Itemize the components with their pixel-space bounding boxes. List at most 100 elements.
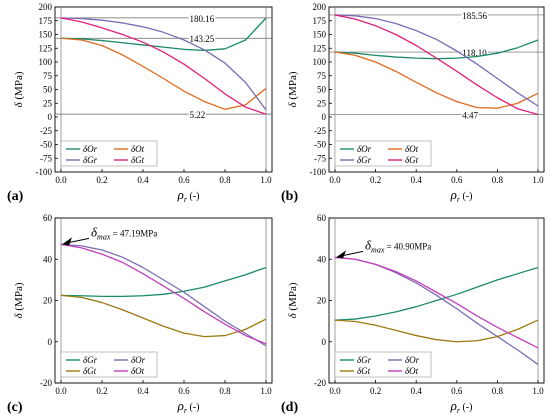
y-axis-symbol: δ (13, 312, 25, 318)
y-axis-unit: (MPa) (287, 282, 299, 313)
reference-label: 180.16 (190, 14, 215, 24)
x-tick-label: 1.0 (532, 175, 544, 185)
y-tick-label: -50 (314, 140, 326, 150)
x-axis-symbol: ρ (450, 187, 457, 202)
y-tick-label: 0 (322, 112, 327, 122)
y-tick-label: -25 (40, 126, 52, 136)
legend-box (334, 351, 432, 378)
y-tick-label: 60 (43, 213, 53, 223)
annotation-subscript: max (371, 245, 385, 254)
y-tick-label: 0 (48, 112, 53, 122)
y-tick-label: 175 (39, 16, 53, 26)
x-axis-label: ρr (-) (177, 187, 200, 204)
annotation-arrow-head (62, 237, 72, 246)
y-tick-label: 200 (313, 2, 327, 12)
y-axis-label: δ (MPa) (287, 71, 299, 107)
series-line (334, 14, 539, 116)
x-axis-subscript: r (184, 406, 188, 415)
x-axis-unit: (-) (460, 402, 473, 413)
x-tick-label: 1.0 (532, 386, 544, 396)
y-tick-label: 200 (39, 2, 53, 12)
x-tick-label: 0.2 (96, 175, 107, 185)
y-tick-label: 150 (313, 30, 327, 40)
y-tick-label: -75 (314, 153, 326, 163)
x-tick-label: 0.6 (451, 175, 463, 185)
legend-label: δGt (405, 155, 419, 165)
x-tick-label: 0.6 (451, 386, 463, 396)
legend-label: δOt (405, 366, 419, 376)
x-tick-label: 0.8 (219, 175, 231, 185)
y-tick-label: 50 (43, 85, 53, 95)
y-tick-label: 25 (43, 98, 53, 108)
legend-label: δGr (357, 355, 372, 365)
x-tick-label: 0.8 (219, 386, 231, 396)
legend-label: δOt (405, 144, 419, 154)
panel-d: -20 0 20 40 60 0.0 0.2 0.4 0.6 0.8 1.0 δGr δOr δGt δOt… (281, 213, 545, 415)
y-tick-label: -50 (40, 140, 52, 150)
panel-label: (b) (281, 189, 298, 204)
panel-label: (a) (7, 189, 24, 204)
reference-label: 4.47 (462, 111, 478, 121)
x-tick-label: 0.0 (329, 386, 341, 396)
series-line (334, 51, 539, 109)
x-tick-label: 0.4 (411, 175, 423, 185)
legend-label: δGt (131, 155, 145, 165)
panel-c: -20 0 20 40 60 0.0 0.2 0.4 0.6 0.8 1.0 δGr δOr δGt δOt… (7, 213, 273, 415)
y-tick-label: -75 (40, 153, 52, 163)
legend-label: δGr (83, 155, 98, 165)
series-line (60, 294, 267, 338)
series-line (60, 17, 267, 115)
y-axis-symbol: δ (287, 312, 299, 318)
series-line (334, 256, 539, 349)
y-tick-label: 50 (317, 85, 327, 95)
y-axis-label: δ (MPa) (13, 71, 25, 107)
annotation-text: δmax = 47.19MPa (91, 224, 157, 241)
legend-label: δGr (83, 355, 98, 365)
y-axis-label: δ (MPa) (287, 282, 299, 318)
series-line (334, 14, 539, 107)
reference-label: 5.22 (190, 110, 206, 120)
x-tick-label: 0.8 (492, 175, 504, 185)
legend-label: δOr (405, 355, 420, 365)
series-line (60, 243, 267, 347)
legend-label: δOt (131, 366, 145, 376)
x-axis-symbol: ρ (177, 398, 184, 413)
panel-a: -100 -75 -50 -25 0 25 50 75 100 125 150 175 200 0.0 0.… (7, 2, 273, 204)
legend-box (60, 351, 158, 378)
x-tick-label: 0.8 (492, 386, 504, 396)
annotation-text: δmax = 40.90MPa (365, 237, 431, 254)
x-tick-label: 0.2 (96, 386, 107, 396)
annotation-symbol: δ (91, 224, 98, 239)
x-axis-subscript: r (457, 195, 461, 204)
y-axis-symbol: δ (287, 101, 299, 107)
x-tick-label: 0.0 (55, 175, 67, 185)
annotation-subscript: max (97, 232, 111, 241)
y-tick-label: 150 (39, 30, 53, 40)
x-tick-label: 0.0 (329, 175, 341, 185)
x-tick-label: 0.4 (411, 386, 423, 396)
y-axis-unit: (MPa) (13, 71, 25, 102)
y-tick-label: 20 (317, 296, 327, 306)
y-tick-label: 25 (317, 98, 327, 108)
y-tick-label: 125 (313, 43, 327, 53)
x-axis-subscript: r (457, 406, 461, 415)
y-axis-symbol: δ (13, 101, 25, 107)
y-tick-label: 0 (48, 337, 53, 347)
x-tick-label: 0.6 (178, 175, 190, 185)
y-tick-label: 100 (39, 57, 53, 67)
x-axis-symbol: ρ (177, 187, 184, 202)
y-tick-label: -100 (310, 167, 327, 177)
series-line (60, 17, 267, 111)
y-tick-label: 175 (313, 16, 327, 26)
y-tick-label: 75 (43, 71, 53, 81)
series-line (334, 39, 539, 60)
x-tick-label: 0.4 (137, 175, 149, 185)
y-axis-label: δ (MPa) (13, 282, 25, 318)
legend-box (60, 140, 158, 167)
x-tick-label: 0.0 (55, 386, 67, 396)
panel-b: -100 -75 -50 -25 0 25 50 75 100 125 150 175 200 0.0 0.… (281, 2, 545, 204)
legend-label: δGr (357, 155, 372, 165)
legend-label: δOr (131, 355, 146, 365)
x-tick-label: 0.6 (178, 386, 190, 396)
